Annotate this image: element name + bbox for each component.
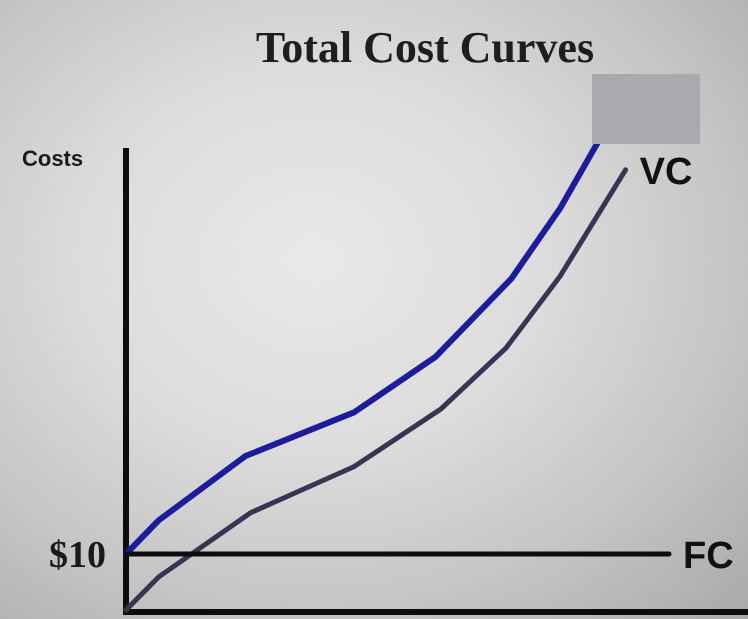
- series-line-vc: [123, 167, 629, 613]
- series-label-fc: FC: [683, 535, 734, 577]
- y-tick-labels: $10: [49, 534, 106, 576]
- series-line-tc: [123, 119, 613, 557]
- overlay-box: [592, 74, 700, 144]
- y-tick-label: $10: [49, 534, 106, 576]
- chart-title: Total Cost Curves: [256, 23, 594, 72]
- series-label-vc: VC: [640, 151, 693, 193]
- series-labels: VC FC: [640, 151, 734, 577]
- y-axis-label: Costs: [22, 146, 83, 171]
- series-layer: [123, 119, 672, 613]
